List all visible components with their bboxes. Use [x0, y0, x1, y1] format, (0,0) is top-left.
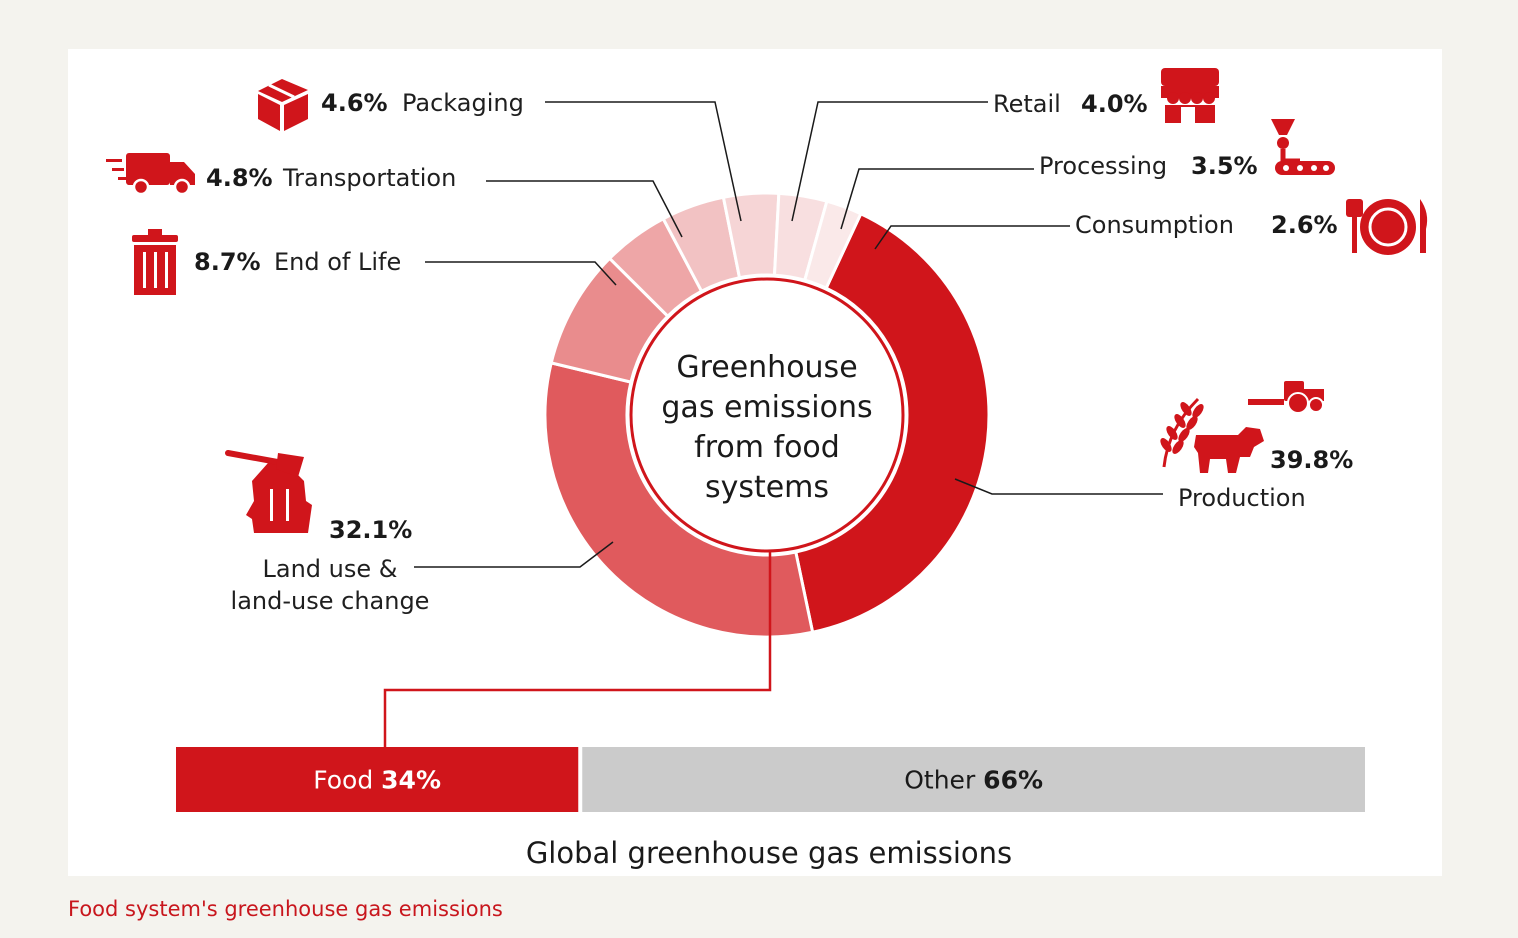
- food-emissions-chart: 4.6% Packaging 4.8% Transportation 8.7% End o…: [106, 68, 1428, 870]
- donut-slice-land_use: [543, 361, 815, 639]
- tractor-cow-wheat-icon: [1160, 381, 1324, 473]
- infographic-card: 4.6% Packaging 4.8% Transportation 8.7% End o…: [68, 49, 1442, 876]
- leader-line-retail: [791, 101, 988, 222]
- leader-line-end_of_life: [425, 261, 617, 286]
- slice-label-transportation: Transportation: [282, 164, 456, 192]
- bar-category-other: Other: [904, 766, 983, 795]
- slice-labels: 4.6% Packaging 4.8% Transportation 8.7% End o…: [194, 89, 1353, 615]
- bar-value-other: 66%: [983, 766, 1043, 795]
- bar-label-food: Food 34%: [313, 766, 441, 795]
- bar-label-other: Other 66%: [904, 766, 1043, 795]
- slice-label-production: Production: [1178, 484, 1306, 512]
- center-title-line: systems: [705, 470, 829, 505]
- bar-category-food: Food: [313, 766, 381, 795]
- delivery-truck-icon: [106, 153, 195, 196]
- donut-center-ring: [629, 277, 905, 553]
- center-title-line: gas emissions: [661, 390, 872, 425]
- slice-label-processing: Processing: [1039, 152, 1167, 180]
- leader-line-consumption: [874, 225, 1070, 250]
- donut-chart: [543, 191, 991, 639]
- slice-value-production: 39.8%: [1270, 446, 1353, 474]
- slice-label-packaging: Packaging: [402, 89, 524, 117]
- storefront-icon: [1161, 68, 1219, 123]
- slice-value-end_of_life: 8.7%: [194, 248, 261, 276]
- slice-label-end_of_life: End of Life: [274, 248, 401, 276]
- leader-line-transportation: [486, 180, 683, 238]
- processing-machine-icon: [1271, 119, 1335, 175]
- slice-value-packaging: 4.6%: [321, 89, 388, 117]
- leader-line-production: [954, 478, 1163, 495]
- slice-value-processing: 3.5%: [1191, 152, 1258, 180]
- slice-label-consumption: Consumption: [1075, 211, 1234, 239]
- donut-slice-consumption: [802, 199, 863, 291]
- figure-caption: Food system's greenhouse gas emissions: [68, 897, 503, 921]
- bar-segment-food: [176, 747, 579, 812]
- trash-bin-icon: [132, 229, 178, 295]
- package-box-icon: [258, 79, 308, 131]
- bar-value-food: 34%: [381, 766, 441, 795]
- leader-line-packaging: [545, 101, 742, 222]
- slice-label-land_use: land-use change: [231, 587, 430, 615]
- global-emissions-bar: Food 34% Other 66% Global greenhouse gas e…: [176, 747, 1365, 870]
- leader-line-processing: [840, 168, 1034, 230]
- slice-label-retail: Retail: [993, 90, 1061, 118]
- slice-value-transportation: 4.8%: [206, 164, 273, 192]
- bar-title: Global greenhouse gas emissions: [526, 836, 1012, 870]
- connector-line: [383, 551, 772, 747]
- bar-segment-other: [582, 747, 1365, 812]
- slice-value-consumption: 2.6%: [1271, 211, 1338, 239]
- slice-value-retail: 4.0%: [1081, 90, 1148, 118]
- axe-stump-icon: [225, 450, 312, 533]
- donut-center: Greenhouse gas emissions from food systems: [661, 350, 872, 505]
- center-title-line: Greenhouse: [676, 350, 857, 385]
- donut-slice-production: [794, 211, 991, 635]
- slice-value-land_use: 32.1%: [329, 516, 412, 544]
- plate-fork-knife-icon: [1346, 199, 1428, 255]
- donut-to-bar-connector: [383, 551, 772, 747]
- slice-icons: [106, 68, 1428, 533]
- leader-line-land_use: [414, 541, 614, 568]
- center-title-line: from food: [694, 430, 840, 465]
- slice-label-land_use: Land use &: [263, 555, 398, 583]
